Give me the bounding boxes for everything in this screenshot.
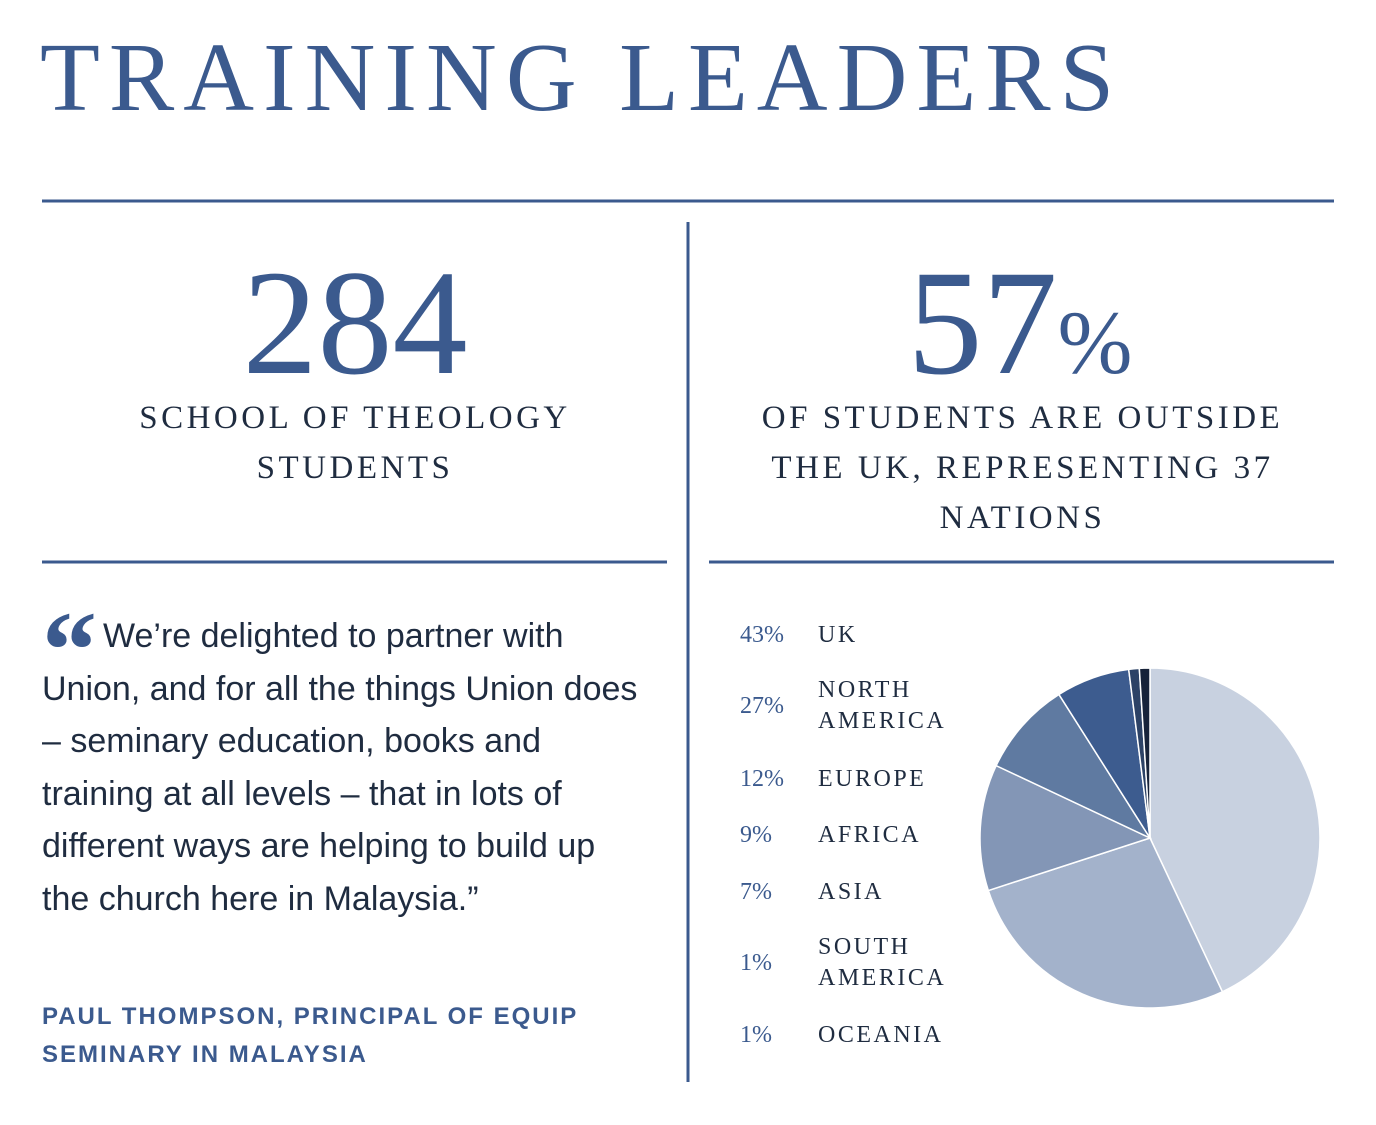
legend-value: 27% <box>740 693 784 719</box>
stat-label: OF STUDENTS ARE OUTSIDE THE UK, REPRESEN… <box>761 400 1284 536</box>
legend-label: UK <box>818 622 858 648</box>
legend-value: 12% <box>740 766 784 792</box>
legend-value: 1% <box>740 950 772 976</box>
stat-number: 284 <box>242 240 468 406</box>
attribution: PAUL THOMPSON, PRINCIPAL OF EQUIP SEMINA… <box>42 1003 578 1068</box>
legend-value: 43% <box>740 622 784 648</box>
legend-label: NORTH AMERICA <box>818 677 947 734</box>
legend-label: AFRICA <box>818 822 922 848</box>
pie-slice <box>995 693 1153 840</box>
legend-value: 1% <box>740 1022 772 1048</box>
stat-number: 57 <box>907 240 1058 406</box>
legend-label: OCEANIA <box>818 1022 944 1048</box>
legend-label: ASIA <box>818 879 885 905</box>
legend-label: EUROPE <box>818 766 927 792</box>
title: TRAINING LEADERS <box>40 24 1124 132</box>
pie-slice <box>1138 667 1151 839</box>
legend-label: SOUTH AMERICA <box>818 934 947 991</box>
stat-label: SCHOOL OF THEOLOGY STUDENTS <box>139 400 571 486</box>
pie-slice <box>979 764 1153 892</box>
quote: “We’re delighted to partner with Union, … <box>42 595 642 925</box>
pie-chart <box>979 667 1321 1009</box>
stat-unit: % <box>1057 294 1133 393</box>
legend-value: 9% <box>740 822 772 848</box>
pie-slice <box>987 837 1224 1009</box>
pie-slice <box>1149 667 1321 993</box>
legend-value: 7% <box>740 879 772 905</box>
stat-number-wrap: 57% <box>700 248 1340 398</box>
quote-text: We’re delighted to partner with Union, a… <box>42 617 638 918</box>
